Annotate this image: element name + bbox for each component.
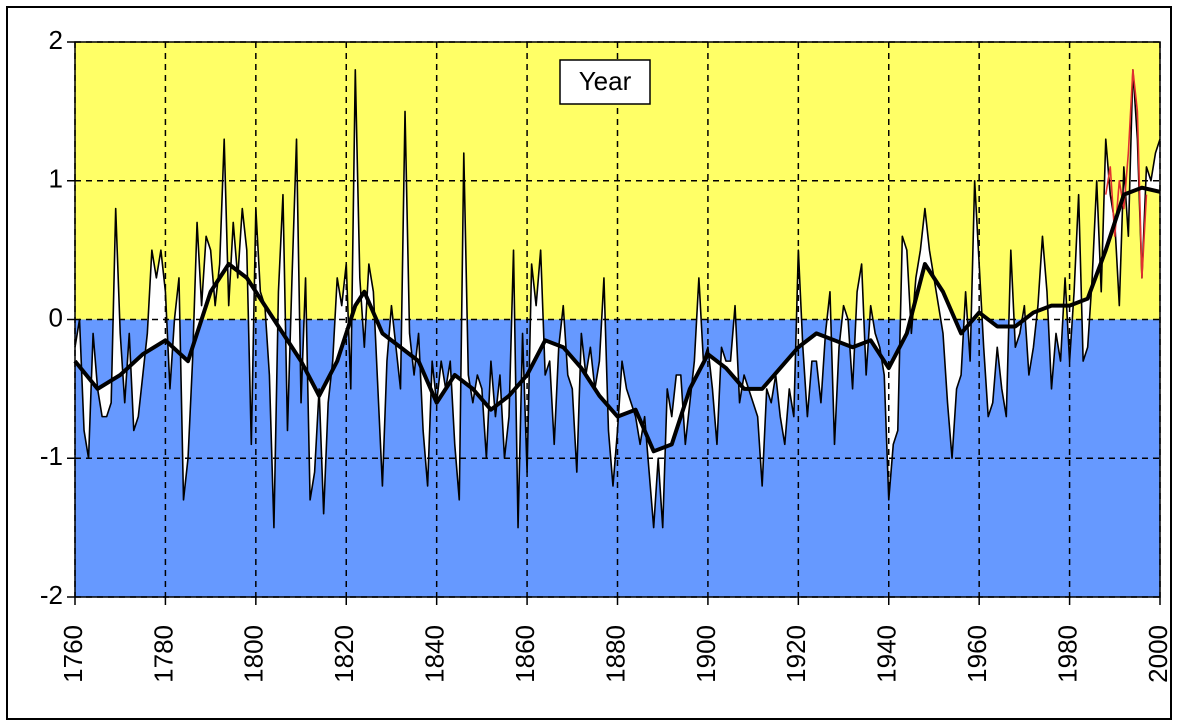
x-tick-label: 1900	[691, 625, 721, 683]
title-box	[559, 59, 651, 105]
x-tick-label: 1840	[420, 625, 450, 683]
y-tick-label: 0	[49, 302, 63, 332]
chart-title: Year	[579, 66, 632, 96]
x-tick-label: 1760	[58, 625, 88, 683]
x-tick-label: 1800	[239, 625, 269, 683]
x-tick-label: 1780	[148, 625, 178, 683]
y-tick-label: -1	[40, 441, 63, 471]
y-tick-label: 1	[49, 164, 63, 194]
x-tick-label: 1980	[1052, 625, 1082, 683]
annual-line	[74, 68, 1161, 529]
annual-line	[1104, 68, 1148, 279]
x-tick-label: 1820	[329, 625, 359, 683]
y-tick-label: -2	[40, 580, 63, 610]
deviation-fill	[75, 69, 1160, 528]
y-tick-label: 2	[49, 25, 63, 55]
x-tick-label: 1960	[962, 625, 992, 683]
x-tick-label: 1880	[600, 625, 630, 683]
x-tick-label: 2000	[1143, 625, 1173, 683]
x-tick-label: 1860	[510, 625, 540, 683]
smoothed-line	[73, 185, 1161, 454]
x-tick-label: 1940	[872, 625, 902, 683]
x-tick-label: 1920	[781, 625, 811, 683]
